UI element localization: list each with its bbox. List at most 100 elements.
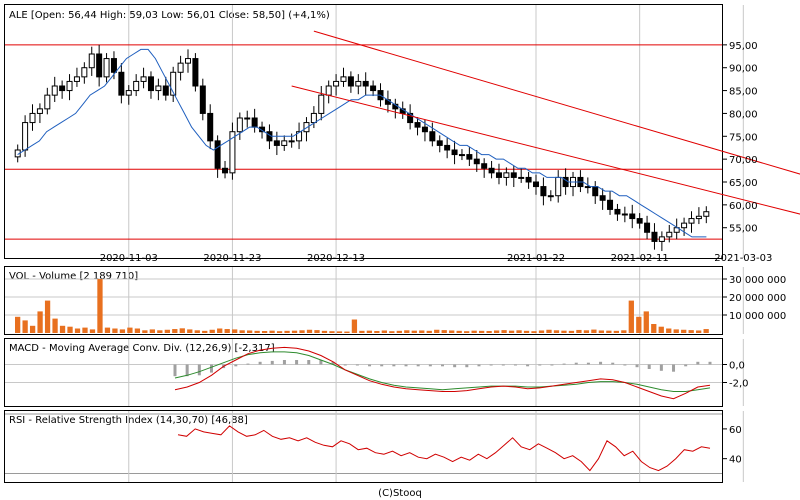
sma-line xyxy=(17,48,707,238)
candle-body-9 xyxy=(81,67,88,78)
macd-hist-bar-27 xyxy=(501,364,505,366)
rsi-gridlines xyxy=(5,411,744,482)
candle-body-18 xyxy=(147,76,154,92)
candle-body-81 xyxy=(614,208,621,215)
macd-hist-bar-15 xyxy=(355,364,359,366)
volume-bar-28 xyxy=(224,329,230,333)
candle-body-32 xyxy=(251,117,258,128)
macd-hist-bar-12 xyxy=(319,360,323,365)
candle-body-69 xyxy=(525,176,532,183)
candle-body-84 xyxy=(636,218,643,224)
candle-body-27 xyxy=(214,140,221,169)
candle-body-12 xyxy=(103,58,110,78)
volume-bar-66 xyxy=(508,330,515,333)
volume-bar-87 xyxy=(666,328,672,333)
volume-bar-18 xyxy=(149,329,155,333)
volume-ytick-label-1: 20 000 000 xyxy=(729,293,786,304)
volume-bar-7 xyxy=(67,326,73,333)
candle-body-85 xyxy=(644,222,651,233)
macd-title: MACD - Moving Average Conv. Div. (12,26,… xyxy=(9,343,275,354)
macd-hist-bar-31 xyxy=(550,364,554,366)
macd-hist-bar-3 xyxy=(209,364,213,373)
candle-body-67 xyxy=(510,172,517,178)
candle-body-46 xyxy=(355,80,362,87)
macd-hist-bar-23 xyxy=(453,364,457,368)
candle-body-22 xyxy=(177,62,184,73)
volume-bar-14 xyxy=(119,329,126,333)
macd-hist-bar-44 xyxy=(708,361,712,365)
macd-hist-bar-37 xyxy=(623,364,627,366)
volume-bar-80 xyxy=(613,330,619,333)
macd-hist-bar-21 xyxy=(428,364,432,367)
price-ytick-label-6: 85,00 xyxy=(729,87,758,98)
volume-bar-67 xyxy=(516,330,522,333)
price-xtick-label-3: 2021-01-22 xyxy=(507,253,565,264)
price-ytick-label-1: 60,00 xyxy=(729,201,758,212)
candle-body-19 xyxy=(155,85,162,92)
candle-body-23 xyxy=(185,58,191,64)
volume-bar-32 xyxy=(254,330,260,333)
price-xtick-label-2: 2020-12-13 xyxy=(307,253,365,264)
volume-panel-frame xyxy=(4,266,723,335)
candle-body-79 xyxy=(599,195,606,201)
volume-bar-2 xyxy=(29,325,36,333)
volume-bar-29 xyxy=(232,329,238,333)
price-candles xyxy=(14,44,710,252)
footer-credit: (C)Stooq xyxy=(378,488,422,499)
volume-bar-39 xyxy=(306,329,313,333)
price-ytick-label-3: 70,00 xyxy=(729,155,758,166)
channel-line-0 xyxy=(313,30,800,175)
candle-body-62 xyxy=(473,158,480,165)
volume-bar-77 xyxy=(591,329,597,333)
candle-body-56 xyxy=(429,131,436,142)
macd-ytick-label-1: -2,0 xyxy=(729,379,749,390)
volume-bar-16 xyxy=(134,328,141,333)
volume-bar-36 xyxy=(284,330,290,333)
price-xtick-label-1: 2020-11-23 xyxy=(203,253,261,264)
price-ytick-label-2: 65,00 xyxy=(729,178,758,189)
price-ytick-label-5: 80,00 xyxy=(729,109,758,120)
candle-body-44 xyxy=(340,76,347,82)
macd-hist-bar-19 xyxy=(404,364,408,367)
volume-bar-84 xyxy=(643,311,649,333)
volume-bar-61 xyxy=(471,330,477,333)
candle-body-38 xyxy=(296,131,303,142)
candle-body-14 xyxy=(118,71,125,96)
macd-hist-bar-26 xyxy=(489,364,493,366)
volume-bar-11 xyxy=(97,279,103,333)
candle-body-90 xyxy=(681,222,688,229)
volume-bar-65 xyxy=(501,330,507,333)
candle-body-17 xyxy=(140,76,147,82)
rsi-y-axis: 40 60 xyxy=(722,425,742,466)
volume-bar-46 xyxy=(359,330,365,333)
candle-body-5 xyxy=(51,85,58,96)
volume-bar-8 xyxy=(74,328,81,333)
volume-bar-52 xyxy=(404,330,410,333)
candle-body-78 xyxy=(592,186,599,197)
price-panel-frame xyxy=(4,4,723,259)
rsi-plot xyxy=(177,425,711,472)
candle-body-63 xyxy=(481,163,488,169)
macd-hist-bar-9 xyxy=(282,360,286,365)
candle-body-29 xyxy=(229,131,236,174)
macd-line xyxy=(174,346,711,400)
candle-body-73 xyxy=(555,176,562,197)
candle-body-24 xyxy=(192,58,199,87)
candle-body-36 xyxy=(281,140,288,146)
rsi-ytick-label-1: 60 xyxy=(729,425,742,436)
candle-body-66 xyxy=(503,172,510,178)
candle-body-15 xyxy=(125,90,132,96)
volume-bar-59 xyxy=(456,330,462,333)
volume-bar-43 xyxy=(336,331,343,333)
volume-bar-4 xyxy=(44,300,51,333)
macd-signal-line xyxy=(174,351,711,392)
volume-bar-75 xyxy=(576,329,582,333)
volume-bar-68 xyxy=(523,330,530,333)
candle-body-77 xyxy=(584,186,591,189)
rsi-line xyxy=(177,425,711,472)
macd-hist-bar-20 xyxy=(416,364,420,367)
candle-body-87 xyxy=(658,236,665,242)
candle-body-48 xyxy=(370,85,377,92)
volume-bar-22 xyxy=(179,328,185,333)
macd-hist-bar-38 xyxy=(635,364,639,368)
